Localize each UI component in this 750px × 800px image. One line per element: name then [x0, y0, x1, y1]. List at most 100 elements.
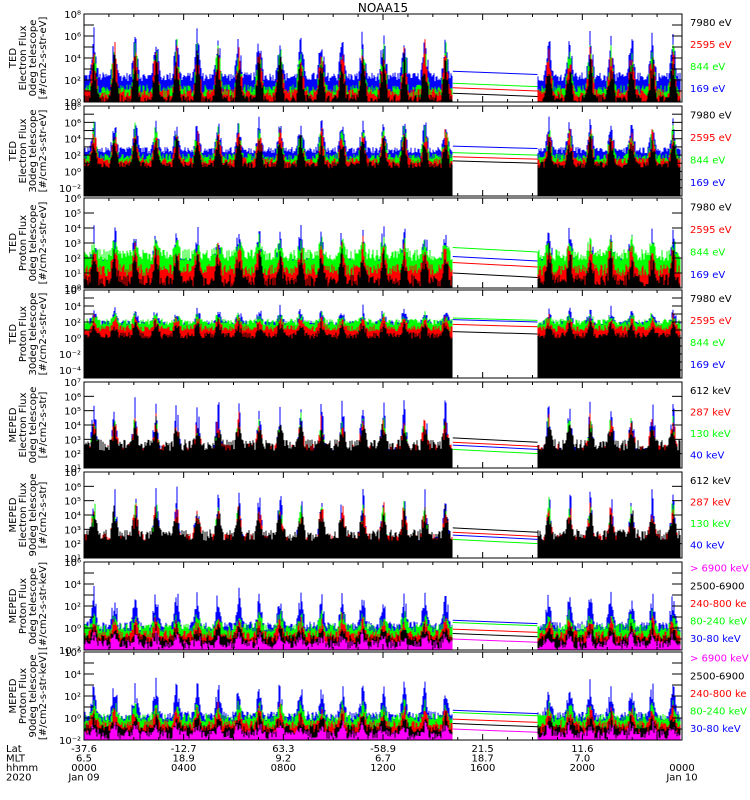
y-axis-label-line: [#/cm2-s-str-eV] [38, 110, 49, 193]
series-7980-ev [84, 134, 681, 196]
y-tick-label: 10⁻² [59, 736, 81, 747]
x-row-label: Lat [6, 744, 22, 755]
y-axis-label-line: Proton Flux [18, 578, 29, 634]
legend-entry: 612 keV [690, 386, 731, 397]
gap-connector [452, 638, 538, 643]
legend-entry: 130 keV [690, 429, 731, 440]
y-axis-label: TED Proton Flux 30deg telescope [#/cm2-s-st… [8, 292, 49, 375]
x-tick-lat: -37.6 [71, 744, 97, 755]
y-tick-label: 10² [64, 692, 81, 703]
gap-connector [452, 437, 538, 443]
legend-entry: 844 eV [690, 62, 725, 73]
gap-connector [452, 531, 538, 537]
y-axis-label-line: Electron Flux [18, 482, 29, 547]
y-tick-label: 10⁵ [64, 209, 81, 220]
y-axis-label: MEPED Proton Flux 0deg telescope [#/cm2-s-s… [8, 562, 49, 650]
panel-data [84, 677, 681, 740]
y-tick-label: 10² [64, 602, 81, 613]
gap-connector [452, 534, 538, 540]
panel-2: 10⁻² 10⁰ 10² 10⁴ 10⁶ 10⁸ TED Electron Flux 30deg… [8, 102, 732, 197]
series--6900-kev [84, 720, 681, 740]
x-row-label: 2020 [6, 773, 31, 784]
legend-entry: 130 keV [690, 519, 731, 530]
panel-data [84, 397, 681, 468]
legend-entry: 169 eV [690, 360, 725, 371]
gap-connector [452, 272, 538, 278]
gap-connector [452, 723, 538, 728]
y-tick-label: 10⁻² [59, 350, 81, 361]
x-tick-hhmm: 0400 [171, 763, 196, 774]
legend-entry: 2500-6900 [690, 671, 745, 682]
panel-3: 10⁰ 10¹ 10² 10³ 10⁴ 10⁵ 10⁶ TED Proton Flux 0deg … [8, 194, 732, 295]
y-tick-label: 10⁸ [64, 10, 81, 21]
legend-entry: 80-240 keV [690, 616, 747, 627]
x-tick-lat: 21.5 [472, 744, 494, 755]
y-axis-label-line: 0deg telescope [28, 20, 39, 97]
panel-data [84, 225, 681, 288]
y-tick-label: 10² [64, 151, 81, 162]
y-tick-label: 10⁻² [59, 646, 81, 657]
y-tick-label: 10⁰ [64, 624, 81, 635]
y-tick-label: 10³ [64, 435, 81, 446]
panel-data [84, 486, 681, 558]
legend-entry: 7980 eV [690, 18, 732, 29]
y-tick-label: 10⁶ [64, 32, 81, 43]
panel-data [84, 585, 681, 650]
x-tick-mlt: 9.2 [275, 754, 291, 765]
y-tick-label: 10⁴ [64, 54, 81, 65]
legend-entry: 844 eV [690, 155, 725, 166]
y-tick-label: 10⁻² [59, 184, 81, 195]
y-tick-label: 10⁶ [64, 194, 81, 205]
panel-8: 10⁻² 10⁰ 10² 10⁴ 10⁶ MEPED Proton Flux 90deg te… [8, 648, 749, 747]
y-axis-label-line: Proton Flux [18, 306, 29, 362]
gap-connector [452, 145, 538, 150]
y-tick-label: 10⁴ [64, 421, 81, 432]
panel-7: 10⁻² 10⁰ 10² 10⁴ 10⁶ MEPED Proton Flux 0deg tel… [8, 558, 749, 657]
series-612-kev [84, 504, 681, 558]
x-tick-hhmm: 1200 [370, 763, 395, 774]
legend-entry: 844 eV [690, 247, 725, 258]
gap-connector [452, 247, 538, 253]
legend-entry: 612 keV [690, 476, 731, 487]
gap-connector [452, 619, 538, 625]
panel-data [84, 27, 681, 102]
y-tick-label: 10⁴ [64, 135, 81, 146]
y-axis-label: MEPED Electron Flux 0deg telescope [#/cm2-s… [8, 387, 49, 464]
gap-connector [452, 92, 538, 97]
x-tick-lat: -12.7 [171, 744, 197, 755]
gap-connector [452, 444, 538, 450]
gap-connector [452, 538, 538, 545]
chart-title: NOAA15 [358, 1, 408, 15]
gap-connector [452, 622, 538, 627]
y-axis-label-line: 0deg telescope [28, 387, 39, 464]
y-tick-label: 10² [64, 254, 81, 265]
gap-connector [452, 628, 538, 633]
y-tick-label: 10¹ [64, 269, 81, 280]
y-tick-label: 10⁴ [64, 224, 81, 235]
x-row-label: MLT [6, 754, 26, 765]
legend-entry: 80-240 keV [690, 706, 747, 717]
y-axis-label-line: MEPED [8, 588, 19, 623]
y-tick-label: 10⁷ [64, 378, 81, 389]
legend-entry: 2500-6900 [690, 581, 745, 592]
y-axis-label-line: [#/cm2-s-str] [38, 391, 49, 458]
legend-entry: 7980 eV [690, 202, 732, 213]
x-tick-hhmm: 0800 [271, 763, 296, 774]
gap-connector [452, 156, 538, 160]
x-row-label: hhmm [6, 763, 38, 774]
y-tick-label: 10⁶ [64, 648, 81, 659]
y-axis-label-line: TED [8, 48, 19, 69]
y-tick-label: 10⁶ [64, 118, 81, 129]
y-tick-label: 10² [64, 450, 81, 461]
gap-connector [452, 256, 538, 262]
y-axis-label-line: 30deg telescope [28, 292, 39, 375]
y-axis-label-line: Electron Flux [18, 392, 29, 457]
y-axis-label: TED Proton Flux 0deg telescope [#/cm2-s-str… [8, 202, 49, 285]
x-tick-mlt: 6.7 [375, 754, 391, 765]
y-tick-label: 10⁰ [64, 167, 81, 178]
y-tick-label: 10⁴ [64, 580, 81, 591]
panel-1: 10⁰ 10² 10⁴ 10⁶ 10⁸ TED Electron Flux 0deg tele… [8, 10, 732, 109]
y-axis-label-line: Electron Flux [18, 25, 29, 90]
y-axis-label-line: [#/cm2-s-str-keV] [38, 562, 49, 650]
